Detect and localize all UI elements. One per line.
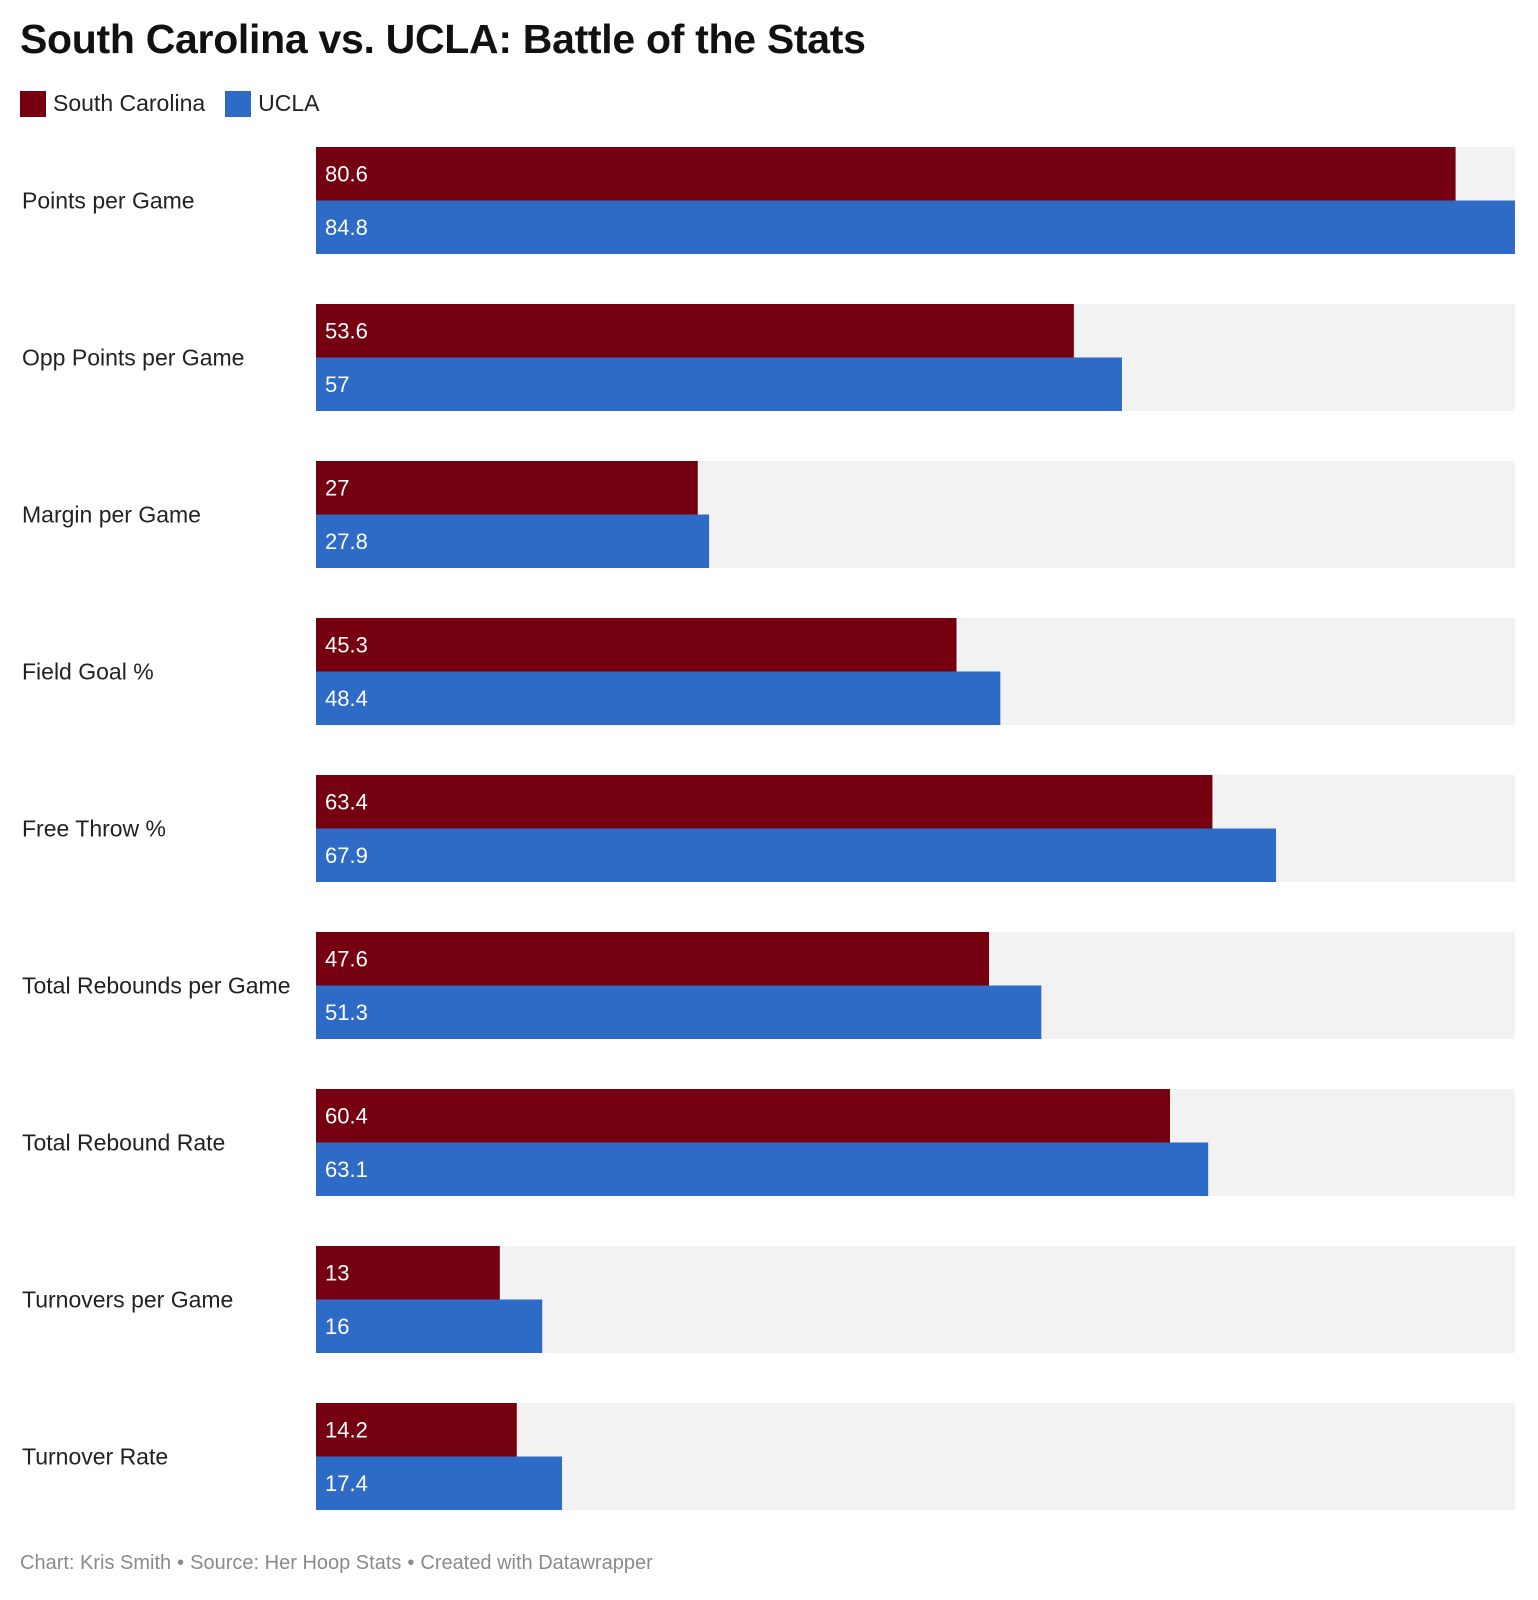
footer-chart-credit: Chart: Kris Smith	[20, 1552, 172, 1574]
bar-south-carolina-opp-points-per-game	[316, 304, 1074, 358]
value-label-ucla: 16	[325, 1314, 349, 1339]
category-label: Free Throw %	[22, 816, 166, 842]
bar-south-carolina-margin-per-game	[316, 461, 698, 515]
legend-item-ucla: UCLA	[225, 90, 320, 117]
value-label-south-carolina: 13	[325, 1260, 349, 1285]
value-label-ucla: 17.4	[325, 1471, 368, 1496]
footer-separator: •	[407, 1552, 415, 1574]
category-label: Margin per Game	[22, 502, 201, 528]
chart-footer: Chart: Kris Smith • Source: Her Hoop Stats…	[20, 1552, 653, 1575]
bar-group-field-goal: Field Goal % 45.3 48.4	[22, 618, 1515, 725]
value-label-ucla: 84.8	[325, 215, 368, 240]
bar-ucla-points-per-game	[316, 200, 1515, 254]
value-label-south-carolina: 45.3	[325, 632, 368, 657]
chart-title: South Carolina vs. UCLA: Battle of the S…	[20, 16, 866, 62]
bar-group-total-rebounds-per-game: Total Rebounds per Game 47.6 51.3	[22, 932, 1515, 1039]
value-label-south-carolina: 60.4	[325, 1103, 368, 1128]
bar-group-margin-per-game: Margin per Game 27 27.8	[22, 461, 1515, 568]
bar-south-carolina-free-throw	[316, 775, 1213, 829]
bar-group-points-per-game: Points per Game 80.6 84.8	[22, 147, 1515, 254]
legend-label-ucla: UCLA	[258, 90, 320, 116]
value-label-south-carolina: 53.6	[325, 318, 368, 343]
category-label: Total Rebounds per Game	[22, 973, 291, 999]
category-label: Points per Game	[22, 188, 195, 214]
value-label-ucla: 63.1	[325, 1157, 368, 1182]
value-label-south-carolina: 80.6	[325, 161, 368, 186]
bar-south-carolina-points-per-game	[316, 147, 1456, 201]
bar-group-total-rebound-rate: Total Rebound Rate 60.4 63.1	[22, 1089, 1515, 1196]
bar-ucla-field-goal	[316, 671, 1001, 725]
value-label-south-carolina: 27	[325, 475, 349, 500]
value-label-ucla: 57	[325, 372, 349, 397]
bar-ucla-total-rebounds-per-game	[316, 985, 1042, 1039]
footer-source: Source: Her Hoop Stats	[190, 1552, 402, 1574]
bar-ucla-margin-per-game	[316, 514, 710, 568]
legend-swatch-south-carolina	[20, 90, 46, 117]
bar-ucla-turnovers-per-game	[316, 1299, 543, 1353]
category-label: Turnovers per Game	[22, 1287, 233, 1313]
value-label-south-carolina: 14.2	[325, 1417, 368, 1442]
value-label-south-carolina: 63.4	[325, 789, 368, 814]
bar-group-opp-points-per-game: Opp Points per Game 53.6 57	[22, 304, 1515, 411]
value-label-ucla: 27.8	[325, 529, 368, 554]
category-label: Turnover Rate	[22, 1444, 168, 1470]
footer-created-with: Created with Datawrapper	[420, 1552, 653, 1574]
legend-item-south-carolina: South Carolina	[20, 90, 205, 117]
value-label-ucla: 67.9	[325, 843, 368, 868]
bar-ucla-free-throw	[316, 828, 1277, 882]
chart-legend: South Carolina UCLA	[20, 90, 340, 117]
category-label: Opp Points per Game	[22, 345, 244, 371]
category-label: Field Goal %	[22, 659, 154, 685]
bar-group-turnovers-per-game: Turnovers per Game 13 16	[22, 1246, 1515, 1353]
bar-group-turnover-rate: Turnover Rate 14.2 17.4	[22, 1403, 1515, 1510]
bar-south-carolina-total-rebounds-per-game	[316, 932, 990, 986]
bar-ucla-total-rebound-rate	[316, 1142, 1209, 1196]
footer-separator: •	[177, 1552, 185, 1574]
bar-south-carolina-turnovers-per-game	[316, 1246, 500, 1300]
legend-swatch-ucla	[225, 90, 252, 117]
bar-ucla-opp-points-per-game	[316, 357, 1122, 411]
bar-south-carolina-turnover-rate	[316, 1403, 517, 1457]
legend-label-south-carolina: South Carolina	[53, 90, 206, 116]
bar-south-carolina-field-goal	[316, 618, 957, 672]
value-label-ucla: 51.3	[325, 1000, 368, 1025]
category-label: Total Rebound Rate	[22, 1130, 225, 1156]
value-label-south-carolina: 47.6	[325, 946, 368, 971]
bar-chart: Points per Game 80.6 84.8 Opp Points per Ga…	[22, 147, 1515, 1510]
value-label-ucla: 48.4	[325, 686, 368, 711]
bar-ucla-turnover-rate	[316, 1456, 563, 1510]
bar-south-carolina-total-rebound-rate	[316, 1089, 1171, 1143]
bar-group-free-throw: Free Throw % 63.4 67.9	[22, 775, 1515, 882]
